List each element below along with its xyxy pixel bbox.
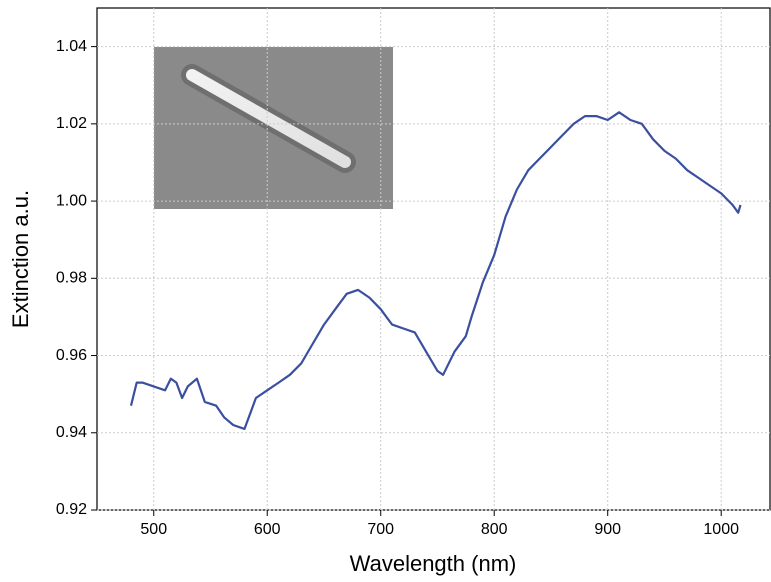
y-tick-label: 0.98 bbox=[56, 270, 87, 287]
y-tick-label: 0.96 bbox=[56, 347, 87, 364]
y-tick-label: 1.00 bbox=[56, 192, 87, 209]
inset-image bbox=[154, 47, 393, 209]
x-tick-label: 600 bbox=[254, 521, 281, 538]
y-tick-label: 0.94 bbox=[56, 424, 87, 441]
y-tick-label: 1.04 bbox=[56, 38, 87, 55]
x-tick-label: 500 bbox=[140, 521, 167, 538]
x-axis-title: Wavelength (nm) bbox=[350, 551, 517, 576]
x-tick-label: 800 bbox=[481, 521, 508, 538]
x-tick-label: 700 bbox=[367, 521, 394, 538]
data-line bbox=[129, 111, 742, 430]
y-tick-label: 0.92 bbox=[56, 501, 87, 518]
x-tick-label: 900 bbox=[594, 521, 621, 538]
y-axis-title: Extinction a.u. bbox=[8, 190, 33, 328]
y-tick-label: 1.02 bbox=[56, 115, 87, 132]
x-tick-label: 1000 bbox=[703, 521, 739, 538]
